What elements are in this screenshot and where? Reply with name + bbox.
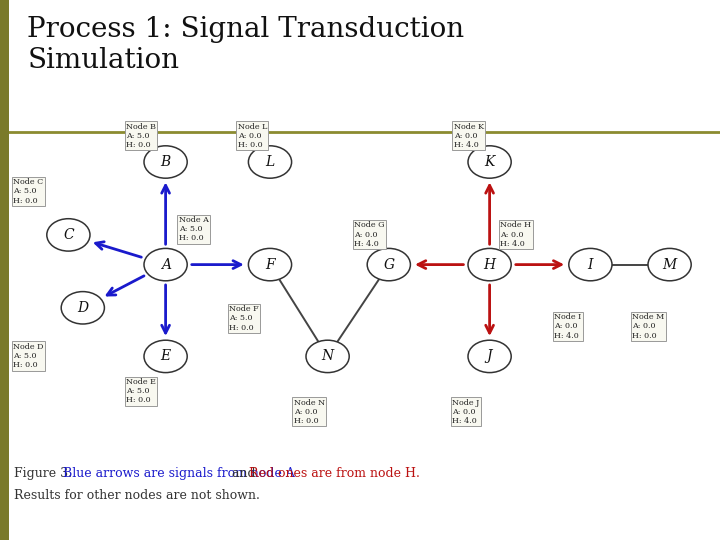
Text: H: H <box>484 258 495 272</box>
Circle shape <box>144 146 187 178</box>
Text: J: J <box>487 349 492 363</box>
Text: Node N
A: 0.0
H: 0.0: Node N A: 0.0 H: 0.0 <box>294 399 325 425</box>
Text: Node M
A: 0.0
H: 0.0: Node M A: 0.0 H: 0.0 <box>632 313 665 340</box>
Text: Node H
A: 0.0
H: 4.0: Node H A: 0.0 H: 4.0 <box>500 221 531 248</box>
Text: M: M <box>662 258 677 272</box>
Text: Node B
A: 5.0
H: 0.0: Node B A: 5.0 H: 0.0 <box>126 123 156 149</box>
Text: Figure 3.: Figure 3. <box>14 467 76 480</box>
Circle shape <box>648 248 691 281</box>
Circle shape <box>47 219 90 251</box>
Circle shape <box>248 146 292 178</box>
Circle shape <box>468 340 511 373</box>
Text: Node G
A: 0.0
H: 4.0: Node G A: 0.0 H: 4.0 <box>354 221 385 248</box>
Text: Node I
A: 0.0
H: 4.0: Node I A: 0.0 H: 4.0 <box>554 313 582 340</box>
Text: E: E <box>161 349 171 363</box>
Text: F: F <box>265 258 275 272</box>
Text: Node A
A: 5.0
H: 0.0: Node A A: 5.0 H: 0.0 <box>179 216 208 242</box>
Bar <box>9 132 720 540</box>
Text: Node J
A: 0.0
H: 4.0: Node J A: 0.0 H: 4.0 <box>452 399 480 425</box>
Text: D: D <box>77 301 89 315</box>
Text: Node F
A: 5.0
H: 0.0: Node F A: 5.0 H: 0.0 <box>229 305 258 332</box>
Text: N: N <box>322 349 333 363</box>
Circle shape <box>569 248 612 281</box>
Circle shape <box>144 248 187 281</box>
Text: L: L <box>266 155 274 169</box>
Text: B: B <box>161 155 171 169</box>
Text: Node E
A: 5.0
H: 0.0: Node E A: 5.0 H: 0.0 <box>126 378 156 404</box>
Text: Blue arrows are signals from node A: Blue arrows are signals from node A <box>63 467 295 480</box>
Text: Results for other nodes are not shown.: Results for other nodes are not shown. <box>14 489 260 502</box>
Text: Node L
A: 0.0
H: 0.0: Node L A: 0.0 H: 0.0 <box>238 123 267 149</box>
Circle shape <box>61 292 104 324</box>
Text: G: G <box>383 258 395 272</box>
Text: Node K
A: 0.0
H: 4.0: Node K A: 0.0 H: 4.0 <box>454 123 484 149</box>
Bar <box>9 0 720 132</box>
Text: K: K <box>485 155 495 169</box>
Circle shape <box>248 248 292 281</box>
Circle shape <box>306 340 349 373</box>
Text: and: and <box>228 467 259 480</box>
Circle shape <box>468 248 511 281</box>
Text: Process 1: Signal Transduction
Simulation: Process 1: Signal Transduction Simulatio… <box>27 16 464 75</box>
Bar <box>0 0 9 540</box>
Text: I: I <box>588 258 593 272</box>
Text: Red ones are from node H.: Red ones are from node H. <box>249 467 420 480</box>
Text: C: C <box>63 228 73 242</box>
Circle shape <box>367 248 410 281</box>
Circle shape <box>144 340 187 373</box>
Text: Node D
A: 5.0
H: 0.0: Node D A: 5.0 H: 0.0 <box>13 343 43 369</box>
Circle shape <box>468 146 511 178</box>
Text: Node C
A: 5.0
H: 0.0: Node C A: 5.0 H: 0.0 <box>13 178 43 205</box>
Text: A: A <box>161 258 171 272</box>
